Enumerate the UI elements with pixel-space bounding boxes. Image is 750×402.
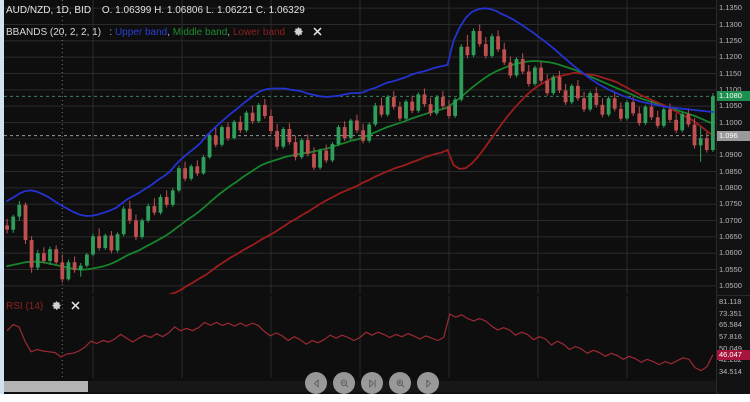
zoom-in-button[interactable]	[389, 372, 411, 394]
horizontal-scrollbar-thumb[interactable]	[4, 381, 88, 392]
open-value: 1.06399	[115, 5, 152, 16]
price-axis-tick: 1.0600	[719, 248, 742, 258]
rsi-axis-tick: 57.816	[719, 332, 742, 341]
bbands-comma-2: ,	[227, 27, 231, 38]
price-axis-tick: 1.1300	[719, 19, 742, 29]
triangle-right-icon	[423, 378, 434, 389]
price-axis-tick: 1.1150	[719, 68, 742, 78]
quote-type-label: BID	[74, 5, 92, 16]
price-axis-tick: 1.1250	[719, 35, 742, 45]
chart-navigation-toolbar[interactable]	[305, 370, 445, 396]
high-label: H.	[154, 5, 165, 16]
price-axis-tick: 1.0550	[719, 264, 742, 274]
price-axis-tick: 1.1050	[719, 101, 742, 111]
gear-icon[interactable]	[51, 300, 62, 311]
jump-to-end-icon	[367, 378, 378, 389]
rsi-axis-tick: 34.514	[719, 367, 742, 377]
bbands-separator: :	[109, 27, 113, 38]
low-label: L.	[205, 5, 215, 16]
zoom-out-button[interactable]	[333, 372, 355, 394]
low-value: 1.06221	[216, 5, 254, 16]
axis-divider	[716, 295, 750, 296]
price-axis-tick: 1.0850	[719, 166, 742, 176]
left-edge-marker	[0, 0, 4, 394]
close-value: 1.06329	[268, 5, 305, 16]
close-icon[interactable]	[312, 26, 323, 37]
price-axis-tick: 1.1100	[719, 84, 742, 94]
magnifier-minus-icon	[339, 378, 350, 389]
price-axis-tick: 1.1350	[719, 3, 742, 13]
price-chart-canvas	[4, 0, 716, 294]
magnifier-plus-icon	[395, 378, 406, 389]
price-axis-tick: 1.0700	[719, 215, 742, 225]
crosshair-price-badge: 1.096	[717, 130, 750, 141]
bbands-lower-label: Lower band	[232, 27, 286, 38]
bbands-comma-1: ,	[167, 27, 170, 38]
rsi-title: RSI (14)	[6, 301, 44, 312]
rsi-axis-tick: 50.049	[719, 343, 742, 353]
rsi-axis-tick: 65.584	[719, 320, 742, 330]
reset-view-button[interactable]	[361, 372, 383, 394]
scroll-left-button[interactable]	[305, 372, 327, 394]
price-chart-pane[interactable]	[4, 0, 716, 294]
price-axis[interactable]: 1.1350 1.1300 1.1250 1.1200 1.1150 1.1100 1.10…	[716, 0, 750, 394]
symbol-legend[interactable]: AUD/NZD, 1D, BID O. 1.06399 H. 1.06806 L…	[6, 5, 305, 16]
open-label: O.	[101, 5, 113, 16]
horizontal-scrollbar-track[interactable]	[4, 381, 716, 392]
high-value: 1.06806	[166, 5, 204, 16]
bbands-title: BBANDS (20, 2, 2, 1)	[6, 27, 102, 38]
rsi-legend[interactable]: RSI (14)	[6, 300, 81, 313]
price-axis-tick: 1.1200	[719, 52, 742, 62]
rsi-value-badge: 46.047	[717, 349, 750, 360]
last-price-badge: 1.1080	[717, 91, 750, 102]
bbands-middle-label: Middle band	[172, 27, 228, 38]
price-axis-tick: 1.1000	[719, 117, 742, 127]
rsi-axis-tick: 73.351	[719, 308, 742, 318]
bbands-upper-label: Upper band	[114, 27, 168, 38]
triangle-left-icon	[311, 378, 322, 389]
rsi-axis-tick: 81.118	[719, 296, 742, 306]
scroll-right-button[interactable]	[417, 372, 439, 394]
price-axis-tick: 1.0900	[719, 150, 742, 160]
price-axis-tick: 1.0650	[719, 231, 742, 241]
gear-icon[interactable]	[293, 26, 304, 37]
price-axis-tick: 1.0500	[719, 280, 742, 290]
bbands-legend[interactable]: BBANDS (20, 2, 2, 1) : Upper band, Middl…	[6, 26, 323, 39]
rsi-chart-pane[interactable]	[4, 296, 716, 378]
price-axis-tick: 1.0800	[719, 182, 742, 192]
rsi-axis-tick: 42.282	[719, 355, 742, 365]
window-bottom-strip	[0, 394, 750, 402]
close-label: C.	[255, 5, 266, 16]
price-axis-tick: 1.0750	[719, 199, 742, 209]
symbol-label: AUD/NZD	[6, 5, 51, 16]
interval-label: 1D	[56, 5, 69, 16]
rsi-chart-canvas	[4, 296, 716, 378]
close-icon[interactable]	[70, 300, 81, 311]
